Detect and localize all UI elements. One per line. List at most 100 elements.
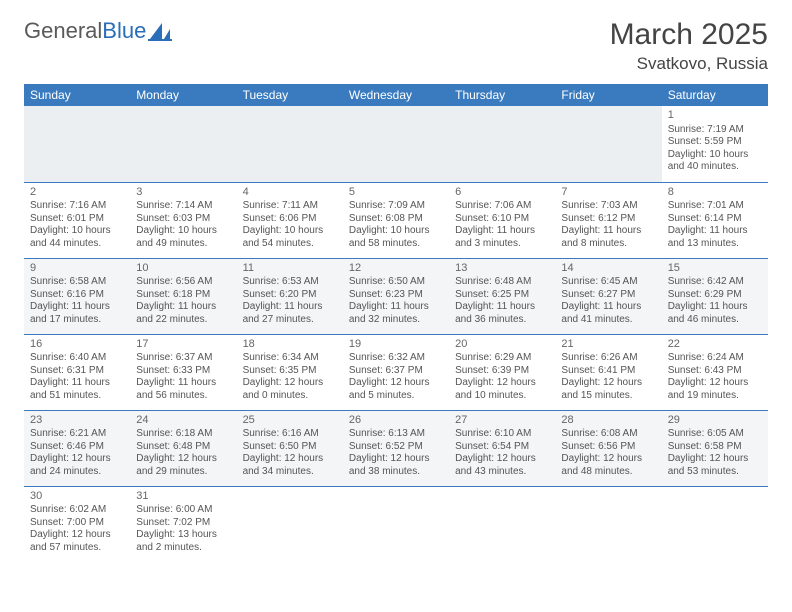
sunset-line: Sunset: 6:06 PM <box>243 213 337 226</box>
calendar-cell <box>130 106 236 182</box>
sunrise-line: Sunrise: 6:08 AM <box>561 428 655 441</box>
calendar-row: 30Sunrise: 6:02 AMSunset: 7:00 PMDayligh… <box>24 486 768 562</box>
calendar-cell: 3Sunrise: 7:14 AMSunset: 6:03 PMDaylight… <box>130 182 236 258</box>
daylight-line: Daylight: 11 hours and 46 minutes. <box>668 301 762 326</box>
dayhead-sat: Saturday <box>662 84 768 106</box>
sunrise-line: Sunrise: 6:42 AM <box>668 276 762 289</box>
sunset-line: Sunset: 6:27 PM <box>561 289 655 302</box>
sunset-line: Sunset: 6:31 PM <box>30 365 124 378</box>
calendar-cell <box>555 486 661 562</box>
sunset-line: Sunset: 7:00 PM <box>30 517 124 530</box>
day-number: 12 <box>349 262 443 276</box>
calendar-row: 23Sunrise: 6:21 AMSunset: 6:46 PMDayligh… <box>24 410 768 486</box>
calendar-cell: 25Sunrise: 6:16 AMSunset: 6:50 PMDayligh… <box>237 410 343 486</box>
calendar-cell: 17Sunrise: 6:37 AMSunset: 6:33 PMDayligh… <box>130 334 236 410</box>
daylight-line: Daylight: 11 hours and 41 minutes. <box>561 301 655 326</box>
calendar-cell: 30Sunrise: 6:02 AMSunset: 7:00 PMDayligh… <box>24 486 130 562</box>
calendar-cell: 31Sunrise: 6:00 AMSunset: 7:02 PMDayligh… <box>130 486 236 562</box>
daylight-line: Daylight: 10 hours and 58 minutes. <box>349 225 443 250</box>
day-number: 5 <box>349 186 443 200</box>
day-number: 19 <box>349 338 443 352</box>
day-number: 29 <box>668 414 762 428</box>
dayhead-mon: Monday <box>130 84 236 106</box>
calendar-cell <box>555 106 661 182</box>
calendar-cell: 20Sunrise: 6:29 AMSunset: 6:39 PMDayligh… <box>449 334 555 410</box>
month-title: March 2025 <box>610 18 768 52</box>
calendar-row: 2Sunrise: 7:16 AMSunset: 6:01 PMDaylight… <box>24 182 768 258</box>
calendar-cell: 10Sunrise: 6:56 AMSunset: 6:18 PMDayligh… <box>130 258 236 334</box>
sunset-line: Sunset: 6:35 PM <box>243 365 337 378</box>
sunrise-line: Sunrise: 7:09 AM <box>349 200 443 213</box>
location: Svatkovo, Russia <box>610 54 768 74</box>
calendar-cell <box>237 486 343 562</box>
calendar-cell: 27Sunrise: 6:10 AMSunset: 6:54 PMDayligh… <box>449 410 555 486</box>
day-number: 26 <box>349 414 443 428</box>
sunrise-line: Sunrise: 6:21 AM <box>30 428 124 441</box>
sunset-line: Sunset: 6:18 PM <box>136 289 230 302</box>
calendar-cell: 1Sunrise: 7:19 AMSunset: 5:59 PMDaylight… <box>662 106 768 182</box>
calendar-cell: 15Sunrise: 6:42 AMSunset: 6:29 PMDayligh… <box>662 258 768 334</box>
daylight-line: Daylight: 13 hours and 2 minutes. <box>136 529 230 554</box>
daylight-line: Daylight: 12 hours and 29 minutes. <box>136 453 230 478</box>
sunset-line: Sunset: 6:08 PM <box>349 213 443 226</box>
dayhead-thu: Thursday <box>449 84 555 106</box>
sunset-line: Sunset: 6:41 PM <box>561 365 655 378</box>
sunrise-line: Sunrise: 6:37 AM <box>136 352 230 365</box>
calendar-cell <box>343 486 449 562</box>
calendar-row: 16Sunrise: 6:40 AMSunset: 6:31 PMDayligh… <box>24 334 768 410</box>
calendar-cell: 4Sunrise: 7:11 AMSunset: 6:06 PMDaylight… <box>237 182 343 258</box>
calendar-row: 9Sunrise: 6:58 AMSunset: 6:16 PMDaylight… <box>24 258 768 334</box>
sunrise-line: Sunrise: 7:14 AM <box>136 200 230 213</box>
sunset-line: Sunset: 6:43 PM <box>668 365 762 378</box>
daylight-line: Daylight: 11 hours and 13 minutes. <box>668 225 762 250</box>
calendar-cell: 29Sunrise: 6:05 AMSunset: 6:58 PMDayligh… <box>662 410 768 486</box>
daylight-line: Daylight: 12 hours and 53 minutes. <box>668 453 762 478</box>
sunrise-line: Sunrise: 6:24 AM <box>668 352 762 365</box>
day-number: 14 <box>561 262 655 276</box>
sunrise-line: Sunrise: 6:02 AM <box>30 504 124 517</box>
dayhead-wed: Wednesday <box>343 84 449 106</box>
calendar-cell <box>343 106 449 182</box>
daylight-line: Daylight: 11 hours and 51 minutes. <box>30 377 124 402</box>
dayhead-tue: Tuesday <box>237 84 343 106</box>
sunrise-line: Sunrise: 6:58 AM <box>30 276 124 289</box>
day-number: 28 <box>561 414 655 428</box>
calendar-cell: 26Sunrise: 6:13 AMSunset: 6:52 PMDayligh… <box>343 410 449 486</box>
day-number: 24 <box>136 414 230 428</box>
calendar-cell: 6Sunrise: 7:06 AMSunset: 6:10 PMDaylight… <box>449 182 555 258</box>
daylight-line: Daylight: 10 hours and 54 minutes. <box>243 225 337 250</box>
sunset-line: Sunset: 6:12 PM <box>561 213 655 226</box>
calendar-cell: 2Sunrise: 7:16 AMSunset: 6:01 PMDaylight… <box>24 182 130 258</box>
calendar-cell <box>449 106 555 182</box>
brand-first: General <box>24 18 102 44</box>
sunset-line: Sunset: 6:56 PM <box>561 441 655 454</box>
calendar-cell <box>237 106 343 182</box>
sunset-line: Sunset: 6:23 PM <box>349 289 443 302</box>
daylight-line: Daylight: 11 hours and 36 minutes. <box>455 301 549 326</box>
day-number: 1 <box>668 109 762 123</box>
sunset-line: Sunset: 6:20 PM <box>243 289 337 302</box>
sunrise-line: Sunrise: 6:10 AM <box>455 428 549 441</box>
sunrise-line: Sunrise: 6:32 AM <box>349 352 443 365</box>
sunrise-line: Sunrise: 7:01 AM <box>668 200 762 213</box>
dayhead-sun: Sunday <box>24 84 130 106</box>
day-number: 16 <box>30 338 124 352</box>
day-number: 23 <box>30 414 124 428</box>
day-number: 22 <box>668 338 762 352</box>
daylight-line: Daylight: 10 hours and 49 minutes. <box>136 225 230 250</box>
sunrise-line: Sunrise: 7:06 AM <box>455 200 549 213</box>
calendar-cell: 24Sunrise: 6:18 AMSunset: 6:48 PMDayligh… <box>130 410 236 486</box>
calendar-cell: 16Sunrise: 6:40 AMSunset: 6:31 PMDayligh… <box>24 334 130 410</box>
calendar-cell: 9Sunrise: 6:58 AMSunset: 6:16 PMDaylight… <box>24 258 130 334</box>
sunset-line: Sunset: 6:33 PM <box>136 365 230 378</box>
sunrise-line: Sunrise: 6:16 AM <box>243 428 337 441</box>
sunrise-line: Sunrise: 6:13 AM <box>349 428 443 441</box>
sunset-line: Sunset: 6:39 PM <box>455 365 549 378</box>
title-block: March 2025 Svatkovo, Russia <box>610 18 768 74</box>
calendar-cell <box>662 486 768 562</box>
daylight-line: Daylight: 12 hours and 15 minutes. <box>561 377 655 402</box>
sunrise-line: Sunrise: 6:29 AM <box>455 352 549 365</box>
calendar-cell: 7Sunrise: 7:03 AMSunset: 6:12 PMDaylight… <box>555 182 661 258</box>
daylight-line: Daylight: 11 hours and 8 minutes. <box>561 225 655 250</box>
daylight-line: Daylight: 12 hours and 5 minutes. <box>349 377 443 402</box>
